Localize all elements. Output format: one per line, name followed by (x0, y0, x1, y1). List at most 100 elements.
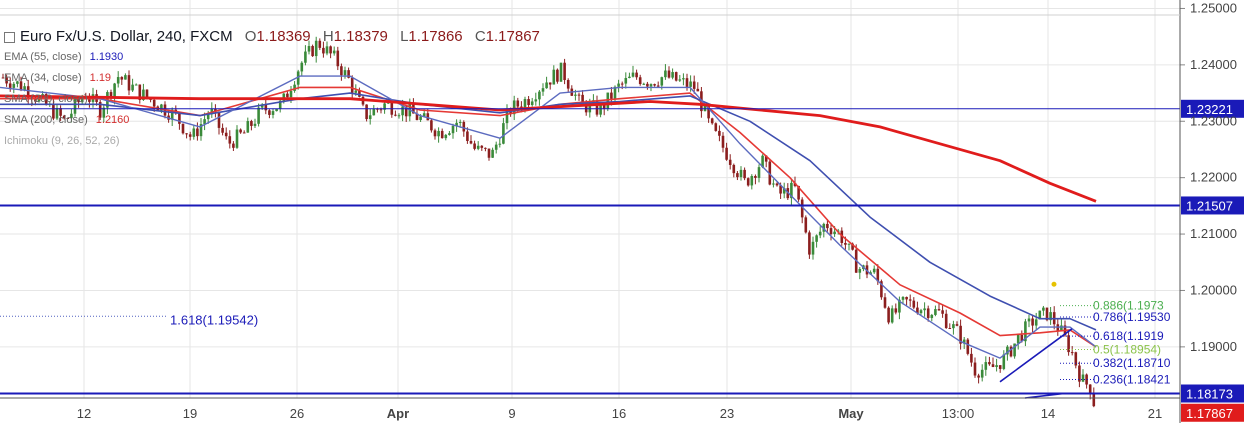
indicator-ichimoku[interactable]: Ichimoku (9, 26, 52, 26) (4, 135, 120, 147)
candle-body (199, 124, 203, 137)
y-tick-label: 1.23000 (1190, 113, 1237, 128)
candle-body (934, 309, 937, 315)
trend-line (1024, 392, 1063, 399)
candle-body (894, 308, 898, 313)
candle-body (206, 114, 210, 120)
x-tick-label: 26 (290, 406, 304, 421)
trend-line (999, 328, 1073, 383)
candle-body (523, 99, 527, 109)
signal-dot (1051, 281, 1057, 287)
candle-body (674, 72, 678, 81)
indicator-sma200-b[interactable]: SMA (200, close) 1.2160 (4, 114, 129, 126)
last-price-label: 1.17867 (1186, 406, 1233, 421)
candle-body (473, 143, 476, 149)
symbol-title: Euro Fx/U.S. Dollar, 240, FXCM (20, 28, 233, 45)
candle-body (491, 149, 494, 158)
candle-body (415, 113, 419, 120)
candle-body (109, 92, 113, 98)
candle-body (642, 83, 646, 85)
low-value: 1.17866 (408, 28, 463, 45)
candle-body (192, 128, 196, 137)
candle-body (714, 123, 718, 131)
candle-body (890, 308, 894, 323)
candle-body (142, 89, 145, 100)
candle-body (880, 281, 883, 298)
candle-body (116, 77, 120, 84)
candle-body (354, 90, 358, 93)
candle-body (876, 268, 880, 282)
candle-body (998, 365, 1002, 369)
candle-body (736, 173, 739, 178)
candle-body (764, 155, 768, 162)
candle-body (210, 108, 214, 115)
candle-body (682, 78, 685, 80)
candle-body (8, 83, 12, 88)
candle-body (671, 72, 674, 78)
candle-body (772, 183, 775, 185)
candle-body (995, 365, 998, 368)
candle-body (286, 93, 289, 98)
candle-body (34, 99, 37, 102)
candle-body (16, 81, 19, 84)
candle-body (343, 70, 347, 76)
candle-body (617, 83, 620, 87)
candle-body (692, 81, 696, 89)
price-tag-label: 1.18173 (1186, 387, 1233, 402)
candle-body (779, 185, 782, 194)
candle-body (178, 113, 181, 124)
candle-body (538, 91, 541, 100)
candle-body (602, 104, 606, 109)
candle-body (815, 235, 818, 242)
candle-body (394, 114, 397, 116)
candle-body (556, 69, 559, 82)
candle-body (433, 130, 437, 137)
candle-body (757, 167, 761, 178)
x-tick-label: 19 (183, 406, 197, 421)
candle-body (1081, 374, 1085, 382)
candle-body (124, 75, 127, 80)
candle-body (660, 77, 664, 86)
candle-body (1070, 352, 1074, 354)
y-tick-label: 1.25000 (1190, 0, 1237, 15)
candle-body (635, 72, 638, 78)
candle-body (588, 102, 592, 113)
candle-body (1006, 346, 1009, 355)
candle-body (685, 78, 689, 87)
candle-body (239, 129, 242, 133)
x-tick-label: 21 (1148, 406, 1162, 421)
candle-body (70, 113, 73, 119)
candle-body (372, 108, 376, 116)
candle-body (620, 83, 624, 85)
candle-body (534, 99, 538, 102)
candle-body (419, 116, 422, 120)
candle-body (1042, 307, 1045, 311)
candle-body (552, 69, 556, 85)
candle-body (743, 169, 746, 179)
candle-body (23, 86, 26, 91)
candle-body (188, 134, 192, 137)
candle-body (1009, 346, 1013, 357)
candle-body (1031, 318, 1034, 326)
indicator-ema34[interactable]: EMA (34, close) 1.19 (4, 72, 111, 84)
candle-body (1088, 384, 1092, 394)
candle-body (656, 85, 660, 87)
open-value: 1.18369 (256, 28, 311, 45)
candle-body (678, 79, 682, 81)
candle-body (494, 144, 498, 150)
candle-body (944, 313, 948, 329)
indicator-ema55[interactable]: EMA (55, close) 1.1930 (4, 51, 123, 63)
candle-body (1067, 335, 1070, 353)
indicator-sma200-a[interactable]: SMA (200, close) (4, 93, 96, 105)
candle-body (530, 101, 534, 106)
ma-line (0, 75, 1097, 359)
candle-body (19, 81, 23, 91)
x-tick-label: 14 (1041, 406, 1055, 421)
y-tick-label: 1.24000 (1190, 57, 1237, 72)
candle-body (404, 106, 408, 117)
collapse-legend-icon[interactable] (4, 31, 15, 43)
candle-body (775, 183, 779, 186)
candle-body (77, 99, 80, 103)
